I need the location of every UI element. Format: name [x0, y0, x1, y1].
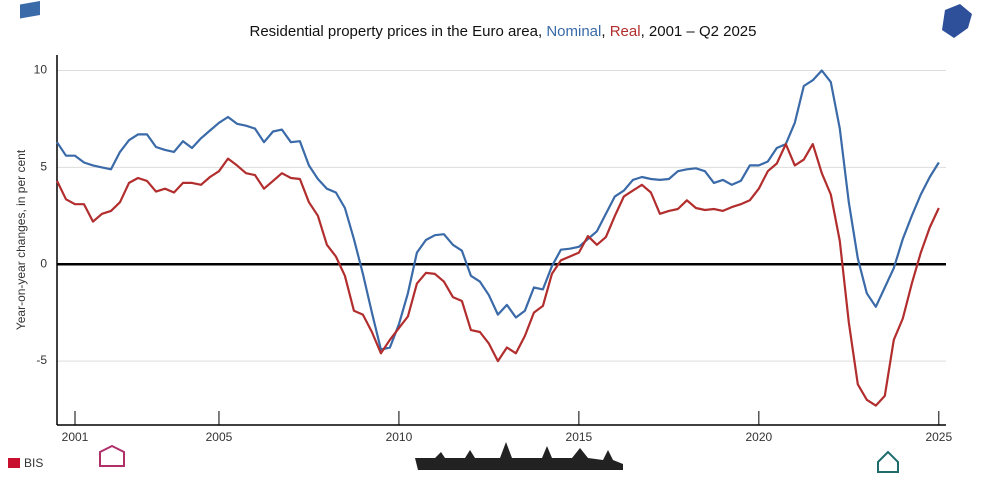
- title-suffix: , 2001 – Q2 2025: [641, 23, 757, 40]
- y-tick-label: 10: [34, 63, 48, 77]
- x-tick-label: 2001: [62, 430, 89, 444]
- x-tick-label: 2005: [206, 430, 233, 444]
- x-tick-label: 2015: [566, 430, 593, 444]
- title-prefix: Residential property prices in the Euro …: [250, 23, 547, 40]
- decoration: BIS: [8, 0, 972, 473]
- x-tick-label: 2010: [386, 430, 413, 444]
- y-tick-label: 5: [40, 160, 47, 174]
- series-line: [56, 69, 940, 351]
- x-tick-label: 2020: [745, 430, 772, 444]
- y-axis-label: Year-on-year changes, in per cent: [14, 149, 28, 330]
- legend-real: Real: [610, 23, 641, 40]
- x-tick-label: 2025: [925, 430, 952, 444]
- chart-title: Residential property prices in the Euro …: [250, 23, 757, 40]
- title-separator: ,: [601, 23, 609, 40]
- y-tick-label: -5: [36, 353, 47, 367]
- logo-text: BIS: [24, 456, 43, 470]
- series-line: [56, 143, 940, 407]
- y-tick-label: 0: [40, 256, 47, 270]
- legend-nominal: Nominal: [546, 23, 601, 40]
